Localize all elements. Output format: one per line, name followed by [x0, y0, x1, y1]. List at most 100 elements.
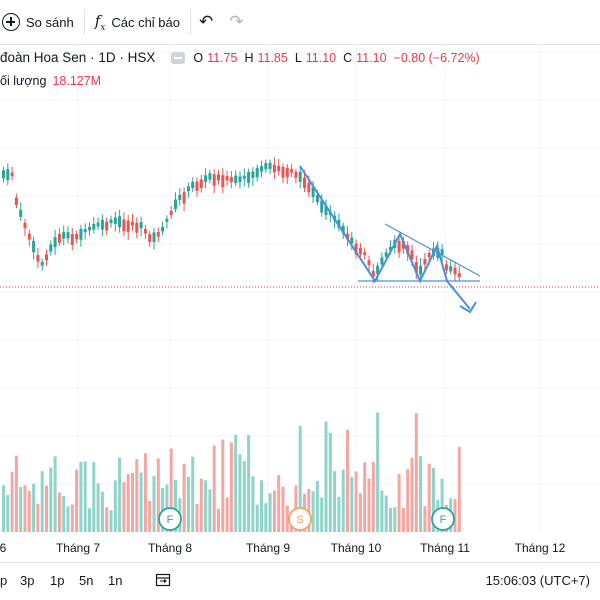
redo-icon[interactable]: ↷ [229, 12, 244, 31]
indicators-button[interactable]: fx Các chỉ báo [85, 0, 190, 44]
volume-bar [376, 412, 380, 532]
candle-body [423, 259, 427, 265]
candle-body [251, 171, 255, 178]
candle-body [255, 167, 259, 178]
volume-bar [457, 446, 461, 532]
candle-body [113, 217, 117, 224]
change-value: −0.80 (−6.72%) [393, 50, 480, 65]
candle-body [131, 221, 134, 226]
volume-bar [277, 475, 281, 532]
volume-bar [118, 457, 122, 532]
volume-bar [298, 426, 302, 532]
fx-icon: fx [94, 11, 106, 33]
volume-bar [109, 510, 113, 532]
candle-body [303, 177, 306, 188]
arrow-head [459, 301, 477, 314]
range-button[interactable]: 1p [50, 573, 65, 588]
volume-bar [367, 478, 371, 532]
volume-bar [6, 494, 10, 532]
clock[interactable]: 15:06:03 (UTC+7) [485, 573, 590, 588]
candle-body [83, 229, 87, 233]
candle-body [191, 181, 195, 189]
range-button[interactable]: 5n [79, 573, 94, 588]
volume-bar [217, 508, 220, 532]
low-value: 11.10 [305, 50, 337, 65]
volume-bar [100, 491, 104, 532]
candle-body [195, 181, 199, 191]
volume-bar [10, 471, 14, 532]
volume-bar [92, 462, 96, 532]
volume-bar [264, 503, 268, 532]
candle-body [178, 194, 182, 200]
volume-bar [307, 488, 311, 532]
candle-body [350, 237, 354, 244]
time-axis[interactable]: 6 Tháng 7 Tháng 8 Tháng 9 Tháng 10 Tháng… [0, 532, 600, 563]
undo-icon[interactable]: ↶ [199, 12, 214, 31]
volume-bar [19, 486, 23, 532]
candle-body [53, 237, 57, 248]
candle-body [376, 265, 380, 275]
volume-bar [324, 421, 328, 532]
volume-bar [135, 459, 139, 532]
volume-bar [401, 508, 405, 532]
volume-bar [113, 480, 117, 532]
volume-bar [414, 413, 418, 532]
candle-body [88, 226, 91, 231]
open-value: 11.75 [207, 50, 238, 65]
volume-bar [2, 485, 5, 532]
volume-bar [225, 497, 229, 532]
candle-body [45, 254, 48, 261]
event-marker [431, 507, 455, 531]
candle-body [148, 234, 152, 242]
candle-body [169, 211, 173, 215]
candle-body [49, 244, 53, 252]
volume-bar [23, 485, 27, 532]
candle-body [212, 174, 216, 186]
volume-bar [131, 472, 134, 532]
high-value: 11.85 [257, 50, 288, 65]
candle-body [27, 233, 31, 240]
candle-body [165, 218, 169, 222]
range-button[interactable]: p [0, 573, 8, 588]
compare-button[interactable]: So sánh [0, 0, 84, 44]
indicators-label: Các chỉ báo [111, 14, 180, 30]
volume-bar [363, 462, 367, 532]
calendar-range-icon[interactable] [155, 572, 171, 588]
candle-body [6, 169, 10, 181]
candle-body [247, 171, 251, 184]
time-label: Tháng 10 [330, 541, 382, 555]
volume-bar [389, 507, 392, 532]
candle-body [346, 233, 349, 240]
volume-bar [440, 478, 444, 532]
volume-bar [311, 491, 315, 532]
event-marker-label: F [440, 514, 447, 526]
volume-value: 18.127M [52, 74, 102, 88]
volume-bar [221, 439, 225, 532]
range-button[interactable]: 3p [20, 573, 35, 588]
volume-bar [49, 467, 53, 532]
volume-bar [70, 504, 74, 532]
candle-body [384, 252, 388, 257]
candle-body [96, 222, 100, 227]
volume-bar [96, 483, 100, 532]
volume-bar [122, 482, 126, 532]
volume-bar [427, 463, 431, 532]
volume-bar [358, 493, 362, 532]
top-toolbar: So sánh fx Các chỉ báo ↶ ↷ [0, 0, 600, 45]
volume-bar [57, 492, 61, 532]
volume-bar [423, 506, 427, 532]
candle-body [105, 221, 109, 231]
volume-bar [32, 483, 36, 532]
candle-body [358, 247, 362, 254]
candle-body [182, 192, 186, 204]
ohlc-values: O 11.75 H 11.85 L 11.10 C 11.10 −0.80 (−6.72… [193, 50, 480, 65]
volume-bar [380, 490, 384, 532]
symbol-title[interactable]: đoàn Hoa Sen · 1D · HSX [0, 50, 156, 65]
candle-body [186, 186, 190, 192]
visibility-toggle-icon[interactable] [171, 51, 186, 64]
candle-body [66, 232, 70, 239]
range-button[interactable]: 1n [108, 573, 123, 588]
candle-body [225, 176, 229, 181]
volume-bar [328, 432, 332, 532]
